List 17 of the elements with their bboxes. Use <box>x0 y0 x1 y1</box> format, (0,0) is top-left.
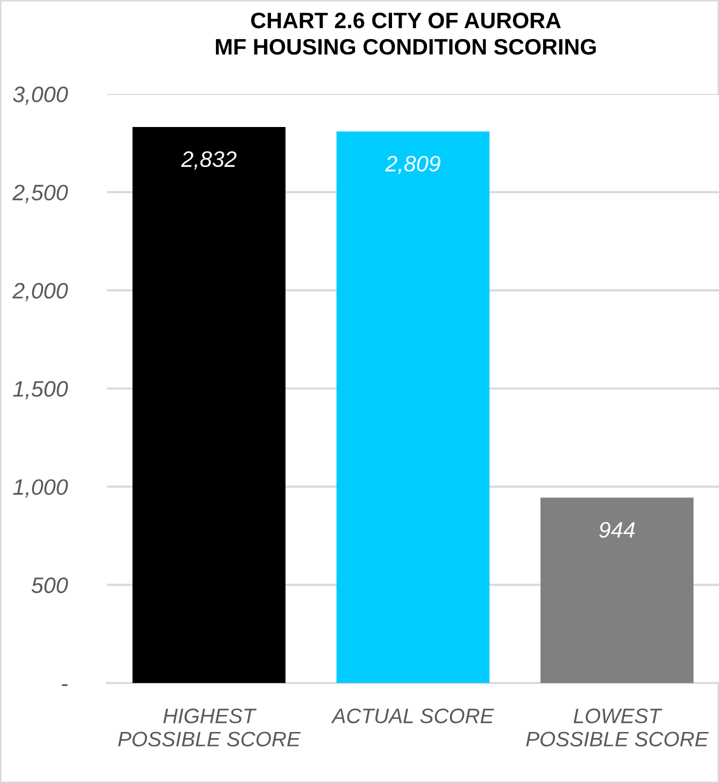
x-tick-label: LOWEST POSSIBLE SCORE <box>526 708 709 746</box>
y-tick-label: 1,000 <box>13 479 68 498</box>
y-tick-label: 2,500 <box>12 184 68 204</box>
y-tick-label: 500 <box>32 577 68 594</box>
x-tick-label: HIGHEST POSSIBLE SCORE <box>118 708 301 746</box>
bar <box>132 126 286 683</box>
data-label: 944 <box>599 522 635 538</box>
y-tick-label: 1,500 <box>13 381 68 400</box>
data-label: 2,809 <box>385 156 440 174</box>
x-tick-label: ACTUAL SCORE <box>331 708 494 724</box>
chart-title: CHART 2.6 CITY OF AURORA MF HOUSING CONDITION SCORING <box>216 12 596 55</box>
bar <box>540 498 694 683</box>
y-tick-label: 2,000 <box>12 282 68 302</box>
bar <box>336 132 490 683</box>
data-label: 2,832 <box>181 151 236 170</box>
y-tick-label: 3,000 <box>13 86 68 105</box>
y-tick-label: - <box>62 684 68 686</box>
